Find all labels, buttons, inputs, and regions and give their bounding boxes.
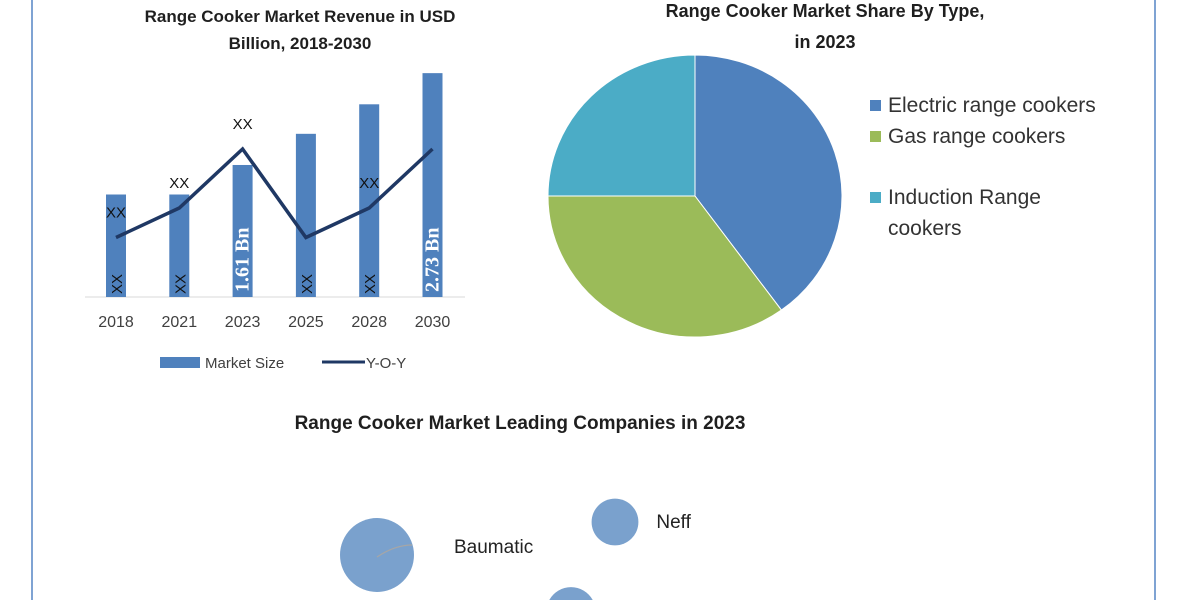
pie-legend: Electric range cookers Gas range cookers… [870, 90, 1100, 244]
x-tick-label: 2023 [225, 314, 261, 331]
legend-item-gas: Gas range cookers [870, 121, 1100, 152]
bar-chart: XX 2018 XX 2021 1.61 Bn 2023 XX 2025 XX 2028 2.73 … [85, 73, 465, 372]
bar-data-label: 1.61 Bn [232, 228, 254, 292]
bar-data-label: XX [362, 274, 379, 294]
legend-label: Induction Range cookers [888, 186, 1041, 240]
legend-label: Gas range cookers [888, 125, 1066, 148]
yoy-line [115, 146, 434, 240]
bubble-2 [549, 587, 593, 600]
bar-data-label: XX [299, 274, 316, 294]
right-border [1154, 0, 1156, 600]
bar-data-label: XX [109, 274, 126, 294]
bar-data-label: 2.73 Bn [422, 228, 444, 292]
x-tick-label: 2025 [288, 314, 324, 331]
x-tick-label: 2018 [98, 314, 134, 331]
bar-2025 [295, 133, 316, 297]
pie-slice-2 [547, 54, 696, 197]
bar-2030 [422, 73, 443, 297]
legend-swatch [870, 192, 881, 203]
leader-line [376, 544, 413, 558]
yoy-data-label: XX [233, 116, 253, 133]
legend-swatch [870, 131, 881, 142]
bubble-chart-title: Range Cooker Market Leading Companies in… [294, 413, 746, 434]
legend-label: Electric range cookers [888, 94, 1096, 117]
bar-2028 [359, 104, 380, 297]
bar-chart-title: Range Cooker Market Revenue in USD Billi… [144, 7, 456, 53]
pie-slice-0 [694, 54, 843, 311]
pie-slice-1 [547, 195, 783, 338]
bubble-Neff [591, 498, 639, 546]
yoy-data-label: XX [106, 205, 126, 222]
legend-swatch [870, 100, 881, 111]
bar-2018 [106, 194, 126, 297]
legend-item-induction: Induction Range cookers [870, 182, 1100, 244]
bubble-Baumatic [340, 518, 414, 592]
bar-2023 [232, 164, 253, 297]
legend-swatch-market-size [160, 357, 200, 368]
x-tick-label: 2030 [415, 314, 451, 331]
pie-chart [547, 54, 843, 338]
bubble-label: Baumatic [454, 537, 533, 558]
x-tick-label: 2028 [351, 314, 387, 331]
x-tick-label: 2021 [162, 314, 198, 331]
left-border [31, 0, 33, 600]
legend-item-electric: Electric range cookers [870, 90, 1100, 121]
bubble-label: Neff [656, 512, 691, 533]
legend-label-yoy: Y-O-Y [366, 355, 406, 372]
bar-2021 [169, 194, 190, 297]
legend-label-market-size: Market Size [205, 355, 284, 372]
bar-data-label: XX [172, 274, 189, 294]
pie-chart-title: Range Cooker Market Share By Type, in 20… [665, 1, 985, 52]
yoy-data-label: XX [169, 175, 189, 192]
yoy-data-label: XX [359, 175, 379, 192]
